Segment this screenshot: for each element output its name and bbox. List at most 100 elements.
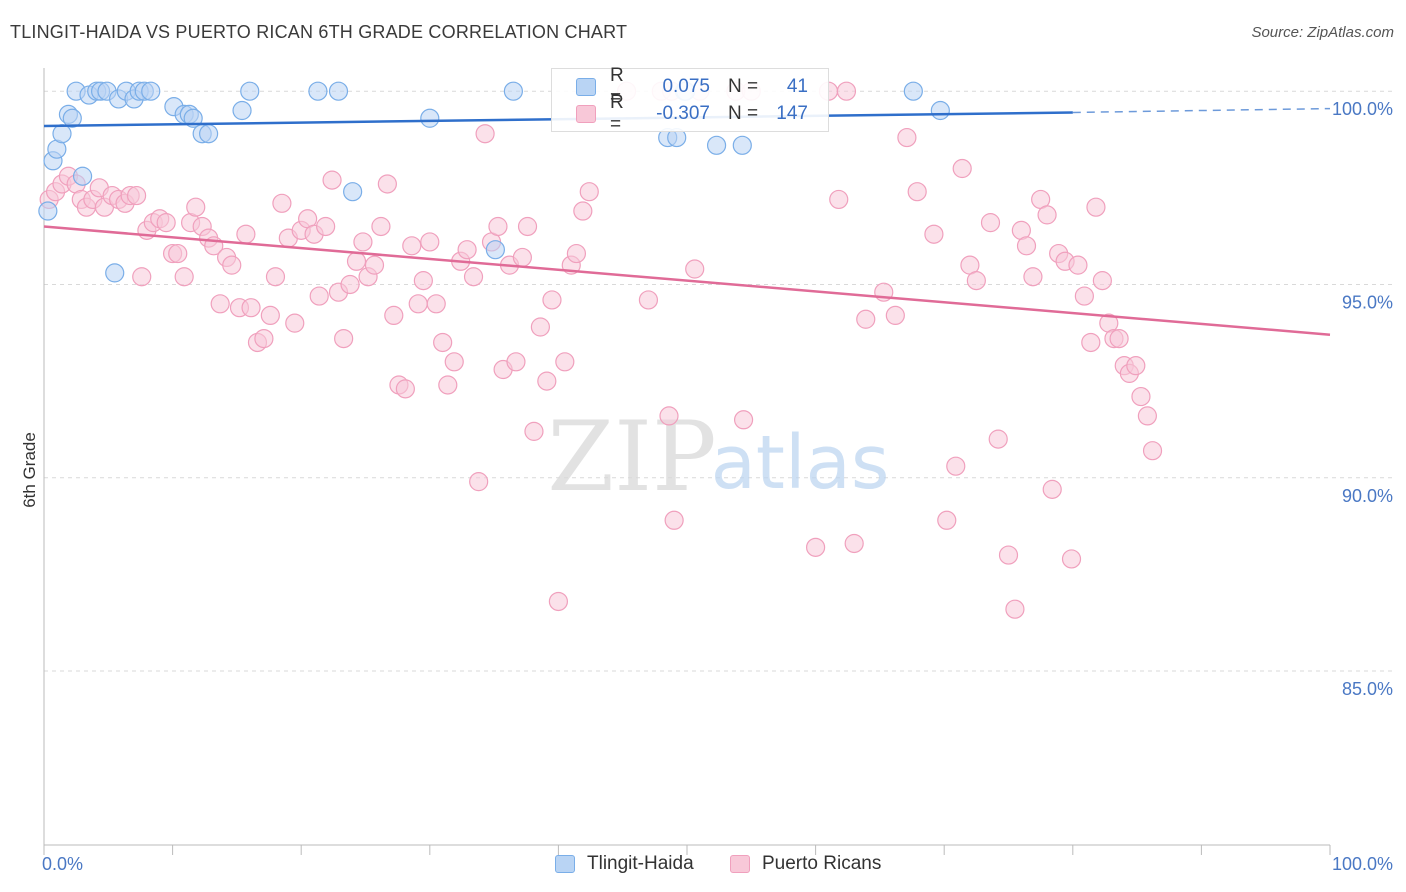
y-tick-label: 85.0% [1342,679,1393,699]
point-puerto-ricans [836,81,857,101]
legend-n-value-tlingit-haida: 41 [786,76,808,97]
legend-r-value-tlingit-haida: 0.075 [662,76,710,97]
point-puerto-ricans [685,259,705,279]
point-puerto-ricans [1023,267,1043,287]
point-puerto-ricans [506,352,526,372]
point-tlingit-haida [38,201,58,221]
point-puerto-ricans [395,379,415,399]
point-puerto-ricans [1142,441,1163,461]
point-puerto-ricans [733,410,754,430]
point-tlingit-haida [52,124,72,144]
point-puerto-ricans [309,286,329,306]
point-puerto-ricans [524,421,544,441]
point-puerto-ricans [254,328,274,349]
point-puerto-ricans [856,309,876,329]
point-puerto-ricans [638,290,659,310]
point-puerto-ricans [260,305,280,326]
point-puerto-ricans [444,352,464,372]
point-puerto-ricans [236,224,256,244]
point-puerto-ricans [844,533,864,554]
y-tick-label: 95.0% [1342,292,1393,312]
chart-source: Source: ZipAtlas.com [1251,24,1394,41]
point-tlingit-haida [420,108,440,128]
point-puerto-ricans [542,290,562,310]
legend-row-tlingit-haida: R = 0.075 N = 41 [576,65,808,108]
point-puerto-ricans [132,267,152,287]
legend-n-label: N = [728,76,759,97]
point-puerto-ricans [265,267,286,287]
legend: R = 0.075 N = 41 R = -0.307 N = 147 [551,65,829,135]
point-puerto-ricans [1131,386,1151,407]
point-puerto-ricans [530,317,550,337]
point-puerto-ricans [426,294,446,314]
point-puerto-ricans [1061,549,1082,569]
data-points [38,81,1163,619]
point-puerto-ricans [937,510,957,530]
point-puerto-ricans [433,332,453,353]
point-puerto-ricans [659,406,679,426]
point-tlingit-haida [930,100,950,121]
point-puerto-ricans [537,371,557,391]
point-puerto-ricans [829,189,849,210]
point-puerto-ricans [346,251,367,271]
point-puerto-ricans [371,216,391,237]
point-puerto-ricans [272,193,292,213]
watermark-atlas: atlas [711,420,890,506]
point-tlingit-haida [732,135,752,155]
bottom-legend-label-puerto-ricans: Puerto Ricans [762,853,882,874]
point-tlingit-haida [199,124,219,144]
point-puerto-ricans [438,375,458,395]
point-puerto-ricans [907,182,927,202]
point-puerto-ricans [168,243,188,264]
legend-swatch-tlingit-haida [576,78,596,96]
point-puerto-ricans [241,298,261,318]
y-axis-label: 6th Grade [20,432,39,508]
point-puerto-ricans [573,201,593,221]
point-puerto-ricans [1037,205,1057,225]
point-puerto-ricans [408,294,428,314]
legend-r-value-puerto-ricans: -0.307 [656,103,710,124]
point-puerto-ricans [353,232,373,252]
legend-n-value-puerto-ricans: 147 [776,103,808,124]
point-puerto-ricans [1068,255,1088,275]
point-puerto-ricans [210,294,230,314]
x-tick-label-start: 0.0% [42,854,83,874]
bottom-legend-swatch-puerto-ricans [730,855,750,873]
point-puerto-ricans [1074,286,1094,306]
bottom-legend-tlingit-haida: Tlingit-Haida [555,852,694,876]
chart-title: TLINGIT-HAIDA VS PUERTO RICAN 6TH GRADE … [10,22,628,42]
point-puerto-ricans [316,216,336,237]
point-puerto-ricans [517,216,538,237]
point-puerto-ricans [980,213,1001,233]
point-puerto-ricans [998,545,1019,565]
point-puerto-ricans [222,255,242,275]
point-tlingit-haida [240,81,260,101]
bottom-legend-puerto-ricans: Puerto Ricans [730,852,881,876]
y-tick-label: 100.0% [1332,99,1393,119]
point-puerto-ricans [1042,479,1062,499]
x-tick-label-end: 100.0% [1332,854,1393,874]
point-tlingit-haida [105,263,125,283]
point-puerto-ricans [897,127,917,148]
point-puerto-ricans [463,267,484,287]
point-puerto-ricans [413,271,433,291]
bottom-legend-label-tlingit-haida: Tlingit-Haida [587,853,694,874]
trend-line-tlingit-haida-extension [1072,107,1331,114]
point-puerto-ricans [469,472,489,492]
point-puerto-ricans [1005,599,1025,619]
point-puerto-ricans [952,158,972,179]
legend-swatch-puerto-ricans [576,105,596,123]
point-puerto-ricans [566,243,587,264]
point-tlingit-haida [72,166,93,186]
point-puerto-ricans [555,352,575,372]
point-puerto-ricans [364,255,385,275]
point-puerto-ricans [1137,406,1157,426]
point-puerto-ricans [1092,271,1112,291]
point-puerto-ricans [1016,236,1037,256]
point-puerto-ricans [579,182,599,202]
point-puerto-ricans [966,271,986,291]
point-puerto-ricans [420,232,440,252]
point-puerto-ricans [946,456,966,476]
point-tlingit-haida [62,108,82,128]
